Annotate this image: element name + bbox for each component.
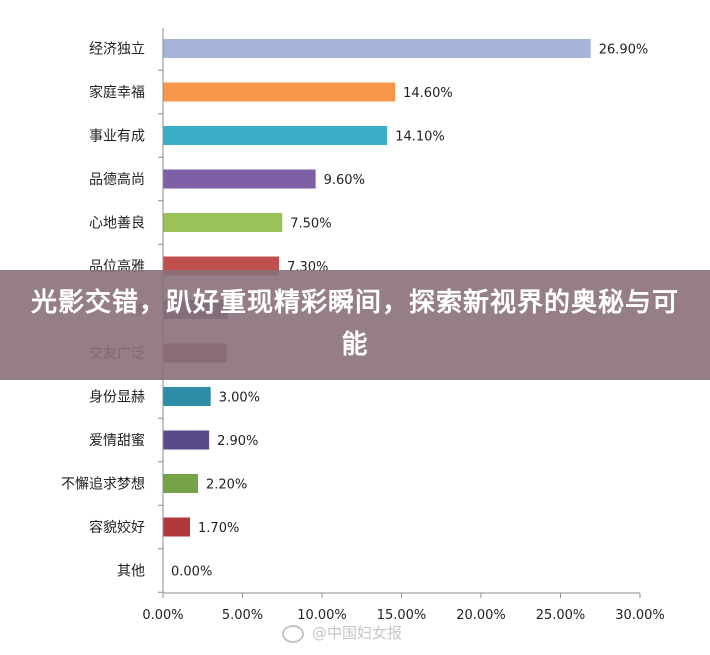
bars-group: 经济独立 26.90% 家庭幸福 14.60% 事业有成 14.10% 品德高尚 9.60% 心… [61,39,648,580]
x-tick-label: 30.00% [615,608,665,623]
category-label: 心地善良 [89,216,145,232]
bar [163,387,211,406]
bar [163,430,210,450]
bar [163,126,388,145]
category-label: 家庭幸福 [89,84,145,101]
bar [163,82,396,102]
category-label: 爱情甜蜜 [89,433,145,449]
bar [163,517,191,537]
bar [163,169,316,189]
category-label: 容貌姣好 [89,519,145,536]
value-label: 0.00% [171,565,212,580]
bar [163,39,591,58]
x-tick-label: 15.00% [377,608,427,623]
watermark: @中国妇女报 [282,622,402,643]
category-label: 事业有成 [89,129,145,145]
title-banner [0,270,710,380]
x-tick-label: 10.00% [297,608,347,623]
value-label: 3.00% [219,391,260,406]
watermark-text: @中国妇女报 [312,624,403,642]
value-label: 7.50% [290,217,331,232]
value-label: 14.60% [403,86,453,101]
bar [163,474,198,493]
category-label: 不懈追求梦想 [61,476,145,493]
weibo-icon [282,624,304,643]
value-label: 14.10% [395,130,445,145]
x-tick-label: 25.00% [536,608,586,623]
category-label: 品德高尚 [89,171,145,188]
category-label: 身份显赫 [89,390,145,406]
value-label: 2.90% [217,434,258,449]
bar [163,213,283,232]
x-tick-label: 5.00% [222,608,263,623]
value-label: 1.70% [198,521,239,536]
banner-title: 光影交错，趴好重现精彩瞬间，探索新视界的奥秘与可能 [30,288,679,360]
value-label: 2.20% [206,478,247,493]
value-label: 9.60% [324,173,365,188]
category-label: 其他 [117,564,145,580]
value-label: 26.90% [599,43,649,58]
x-tick-label: 0.00% [142,608,183,623]
category-label: 经济独立 [89,42,145,58]
x-tick-label: 20.00% [456,608,506,623]
